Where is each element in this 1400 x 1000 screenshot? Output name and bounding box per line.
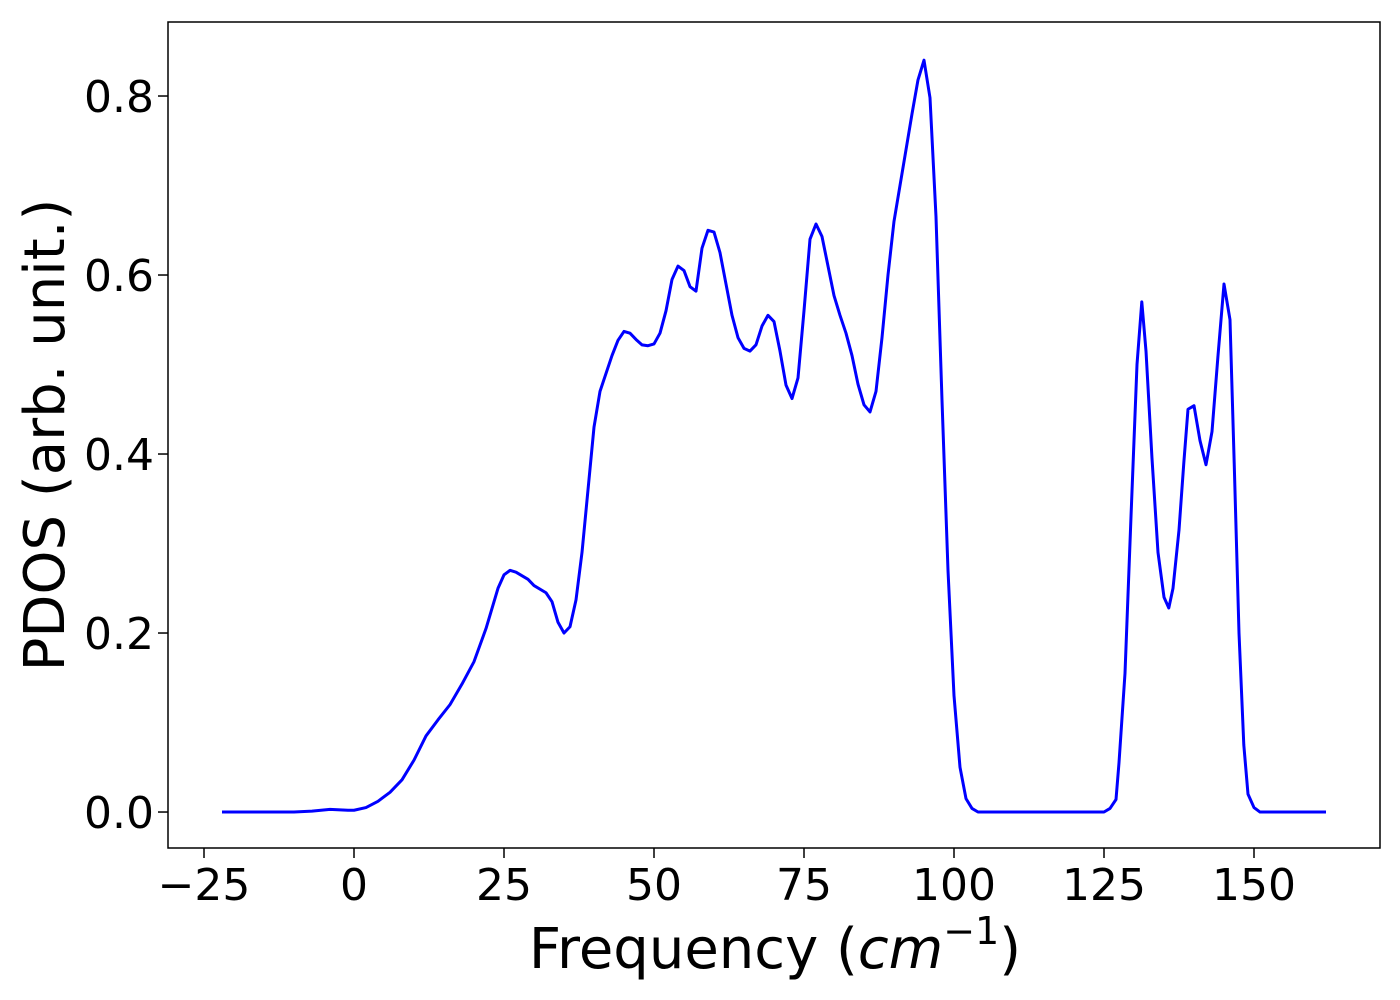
plot-frame xyxy=(167,21,1381,849)
x-tick-label: 50 xyxy=(626,860,682,911)
x-label-exponent: −1 xyxy=(943,909,999,953)
x-tick-label: 125 xyxy=(1062,860,1146,911)
x-tick-label: 75 xyxy=(776,860,832,911)
x-label-unit: cm xyxy=(858,917,943,982)
x-tick-label: 150 xyxy=(1212,860,1296,911)
x-label-text: Frequency ( xyxy=(529,917,858,982)
y-tick-label: 0.4 xyxy=(84,430,154,481)
x-tick-label: 100 xyxy=(912,860,996,911)
x-axis-label: Frequency (cm−1) xyxy=(529,909,1021,982)
y-tick-label: 0.8 xyxy=(84,72,154,123)
y-tick-label: 0.6 xyxy=(84,251,154,302)
y-tick-label: 0.2 xyxy=(84,609,154,660)
x-tick-label: 25 xyxy=(476,860,532,911)
data-line xyxy=(222,58,1326,814)
x-label-close: ) xyxy=(999,917,1021,982)
y-axis-label: PDOS (arb. unit.) xyxy=(13,199,78,672)
y-tick-label: 0.0 xyxy=(84,788,154,839)
x-tick-label: 0 xyxy=(340,860,368,911)
x-tick-label: −25 xyxy=(158,860,251,911)
